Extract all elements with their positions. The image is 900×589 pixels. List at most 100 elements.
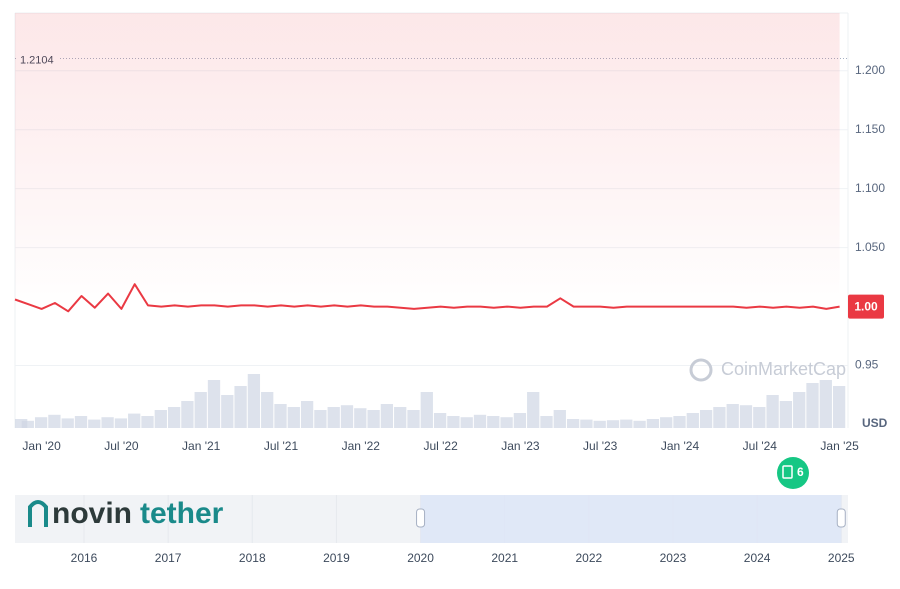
volume-bar — [646, 419, 660, 428]
navigator-year-label: 2025 — [828, 551, 855, 565]
volume-bar — [593, 420, 606, 428]
x-tick-label: Jul '22 — [423, 439, 458, 453]
x-tick-label: Jan '25 — [820, 439, 859, 453]
volume-bar — [513, 413, 527, 428]
volume-bar — [207, 380, 221, 428]
watermark: CoinMarketCap — [721, 359, 846, 379]
volume-bar — [673, 416, 686, 428]
volume-bar — [247, 374, 261, 428]
volume-bar — [354, 408, 367, 428]
volume-bar — [686, 413, 699, 428]
logo-second: tether — [140, 497, 224, 530]
volume-bar — [48, 414, 61, 428]
navigator: 2016 2017 2018 2019 2020 2021 2022 2023 2024 2025 — [15, 495, 855, 565]
volume-bar — [141, 416, 154, 428]
volume-bar — [779, 401, 793, 428]
volume-bar — [699, 410, 713, 428]
x-tick-label: Jul '20 — [104, 439, 139, 453]
volume-bar — [793, 392, 806, 428]
x-tick-label: Jan '22 — [342, 439, 381, 453]
navigator-year-label: 2022 — [575, 551, 602, 565]
volume-bar — [739, 405, 753, 428]
navigator-handle[interactable] — [836, 508, 846, 528]
volume-bar — [460, 417, 473, 428]
volume-bar — [819, 380, 832, 428]
volume-bar — [394, 407, 407, 428]
price-line — [14, 283, 840, 313]
badge-circle — [777, 457, 809, 489]
x-tick-label: Jan '21 — [182, 439, 221, 453]
volume-bar — [726, 404, 739, 428]
volume-bar — [234, 386, 247, 428]
navigator-year-label: 2023 — [660, 551, 687, 565]
current-price-label: 1.00 — [854, 300, 878, 314]
volume-layer — [15, 374, 846, 428]
volume-bar — [74, 416, 88, 428]
x-tick-label: Jul '21 — [264, 439, 299, 453]
volume-bar — [314, 410, 327, 428]
volume-bar — [433, 413, 447, 428]
volume-bar — [500, 417, 513, 428]
y-tick-label: 1.100 — [855, 181, 885, 195]
volume-bar — [274, 404, 287, 428]
volume-bar — [101, 417, 114, 428]
volume-bar — [473, 414, 487, 428]
volume-bar — [806, 383, 819, 428]
x-tick-label: Jan '23 — [501, 439, 540, 453]
x-tick-label: Jul '23 — [583, 439, 618, 453]
volume-bar — [606, 420, 620, 428]
volume-bar — [327, 407, 340, 428]
volume-bar — [128, 413, 141, 428]
volume-bar — [340, 405, 354, 428]
navigator-year-label: 2017 — [155, 551, 182, 565]
volume-bar — [407, 410, 420, 428]
navigator-year-label: 2020 — [407, 551, 434, 565]
navigator-year-label: 2018 — [239, 551, 266, 565]
volume-bar — [34, 417, 48, 428]
logo-first: novin — [52, 497, 132, 530]
area-fill — [15, 13, 840, 312]
navigator-selection — [420, 495, 842, 543]
volume-bar — [61, 418, 74, 428]
volume-bar — [713, 407, 726, 428]
line-layer: 1.00 — [14, 13, 884, 319]
volume-bar — [553, 410, 566, 428]
volume-bar — [566, 419, 580, 428]
volume-bar — [194, 392, 207, 428]
y-tick-label: 1.200 — [855, 63, 885, 77]
notes-badge[interactable]: 6 — [777, 457, 809, 489]
volume-bar — [660, 417, 673, 428]
volume-bar — [753, 407, 766, 428]
volume-bar — [154, 410, 167, 428]
volume-bar — [167, 407, 181, 428]
volume-bar — [367, 410, 380, 428]
navigator-year-label: 2021 — [491, 551, 518, 565]
volume-bar — [261, 392, 274, 428]
currency-label: USD — [862, 416, 888, 430]
navigator-handle[interactable] — [416, 508, 426, 528]
volume-bar — [832, 386, 846, 428]
volume-bar — [420, 392, 433, 428]
volume-bar — [380, 404, 394, 428]
volume-bar — [487, 416, 500, 428]
volume-bar — [633, 420, 646, 428]
y-tick-label: 0.95 — [855, 358, 879, 372]
volume-bar — [620, 419, 633, 428]
volume-bar — [15, 419, 28, 428]
badge-count: 6 — [797, 465, 804, 479]
volume-bar — [88, 419, 101, 428]
x-tick-label: Jan '24 — [661, 439, 700, 453]
volume-bar — [114, 418, 128, 428]
volume-bar — [580, 419, 593, 428]
volume-bar — [300, 401, 314, 428]
volume-bar — [527, 392, 540, 428]
navigator-year-label: 2016 — [71, 551, 98, 565]
watermark-icon — [689, 358, 713, 382]
volume-bar — [766, 395, 779, 428]
volume-bar — [221, 395, 234, 428]
volume-bar — [540, 416, 553, 428]
current-price-badge — [848, 294, 884, 319]
x-tick-label: Jan '20 — [22, 439, 61, 453]
